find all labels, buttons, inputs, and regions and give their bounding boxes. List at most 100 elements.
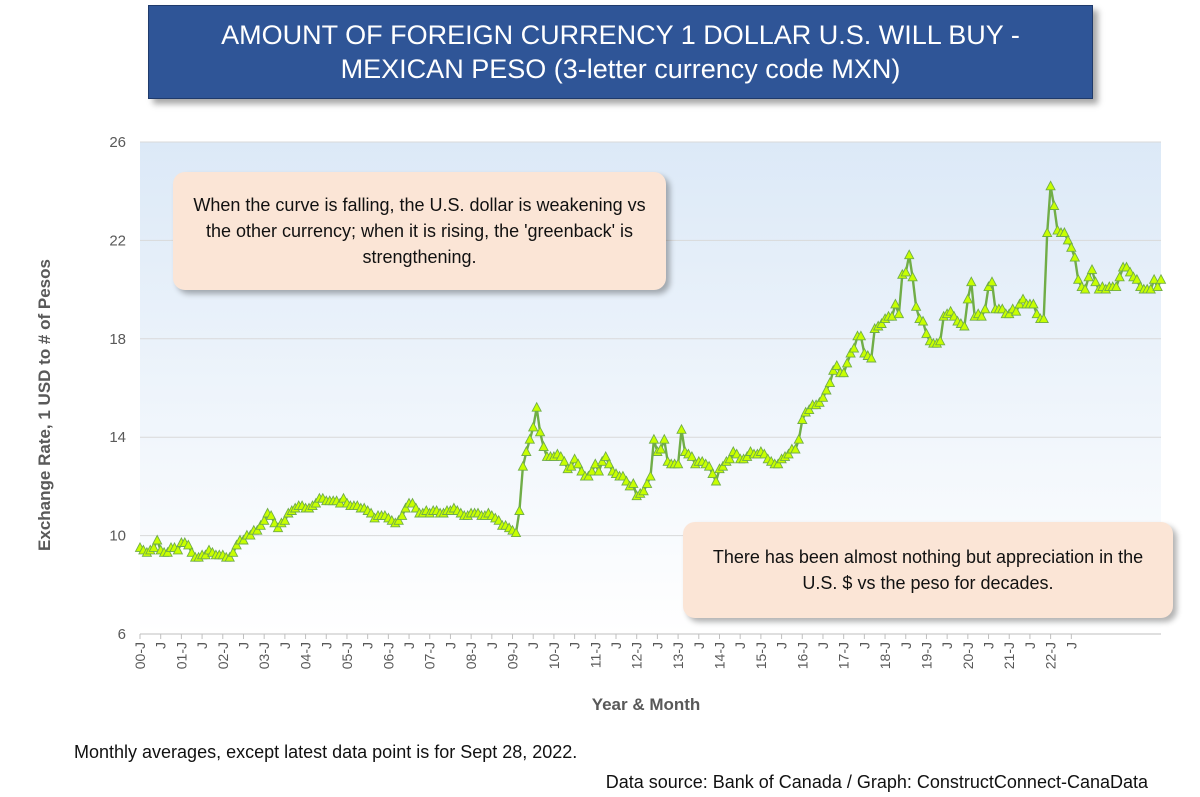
y-tick-label: 22	[109, 232, 126, 249]
x-tick-label: 12-J	[629, 642, 645, 669]
x-tick-label: J	[401, 642, 417, 649]
data-point	[1155, 273, 1167, 284]
data-point	[534, 426, 546, 437]
data-point	[493, 514, 504, 525]
data-point	[224, 551, 235, 562]
data-point	[966, 276, 977, 287]
data-point	[962, 293, 974, 304]
x-tick-label: J	[1063, 642, 1079, 649]
x-tick-label: J	[484, 642, 500, 649]
x-tick-label: 19-J	[918, 642, 934, 669]
data-point	[790, 443, 801, 454]
x-tick-label: J	[567, 642, 583, 649]
x-tick-label: J	[815, 642, 831, 649]
y-tick-label: 14	[109, 429, 126, 446]
data-point	[183, 539, 194, 550]
data-point	[672, 458, 684, 469]
x-tick-label: 14-J	[711, 642, 727, 669]
x-axis-ticks: 00-J J 01-J J 02-J J 03-J J 04-J J 05-J J 06-J J 07-J J…	[132, 634, 1079, 669]
x-tick-label: 15-J	[753, 642, 769, 669]
data-point	[641, 477, 653, 488]
data-point	[1048, 200, 1060, 210]
data-point	[1028, 298, 1039, 309]
annotation-appreciation: There has been almost nothing but apprec…	[683, 522, 1173, 618]
data-point	[710, 475, 722, 486]
annotation-falling-rising-text: When the curve is falling, the U.S. doll…	[193, 195, 646, 267]
x-tick-label: 00-J	[132, 642, 148, 669]
data-point	[1038, 313, 1049, 324]
y-tick-label: 18	[109, 331, 126, 348]
data-point	[838, 367, 849, 378]
data-point	[410, 502, 422, 513]
data-point	[1152, 281, 1163, 292]
data-point	[638, 485, 649, 496]
data-point	[831, 359, 843, 370]
data-point	[910, 300, 922, 311]
data-point	[986, 276, 998, 287]
data-point	[628, 477, 639, 488]
data-point	[162, 546, 173, 557]
data-point	[793, 433, 805, 444]
data-point	[1079, 283, 1091, 294]
data-point	[238, 534, 249, 545]
data-point	[907, 271, 918, 282]
data-point	[659, 433, 670, 444]
data-point	[334, 497, 346, 508]
data-point	[1062, 234, 1074, 245]
data-point	[676, 423, 687, 434]
x-axis-label: Year & Month	[592, 695, 701, 714]
data-point	[934, 335, 946, 346]
data-point	[655, 443, 667, 454]
data-point	[1045, 180, 1056, 191]
data-point	[724, 453, 736, 464]
data-point	[817, 391, 829, 402]
x-tick-label: J	[981, 642, 997, 649]
data-point	[783, 448, 794, 459]
data-point	[772, 458, 784, 469]
data-point	[148, 541, 160, 552]
data-point	[559, 455, 570, 466]
y-axis-ticks: 6 10 14 18 22 26	[109, 134, 126, 643]
x-tick-label: J	[194, 642, 210, 649]
y-tick-label: 26	[109, 134, 126, 151]
data-point	[576, 465, 587, 476]
data-point	[707, 468, 718, 479]
data-point	[603, 458, 615, 469]
data-point	[524, 433, 536, 444]
data-point	[1010, 305, 1022, 316]
chart-title: AMOUNT OF FOREIGN CURRENCY 1 DOLLAR U.S.…	[148, 5, 1093, 99]
x-tick-label: J	[235, 642, 251, 649]
x-tick-label: 07-J	[422, 642, 438, 669]
annotation-appreciation-text: There has been almost nothing but apprec…	[712, 547, 1144, 593]
data-point	[703, 460, 715, 471]
y-axis-label: Exchange Rate, 1 USD to # of Pesos	[35, 259, 54, 551]
x-tick-label: 10-J	[546, 642, 562, 669]
x-tick-label: 09-J	[505, 642, 521, 669]
data-point	[1069, 251, 1081, 262]
data-point	[866, 352, 877, 363]
y-tick-label: 6	[118, 626, 126, 643]
data-point	[514, 505, 525, 515]
data-point	[959, 320, 970, 331]
x-tick-label: 20-J	[960, 642, 976, 669]
x-tick-label: J	[608, 642, 624, 649]
data-point	[265, 509, 277, 520]
data-point	[1014, 298, 1025, 309]
data-point	[828, 364, 839, 375]
data-point	[890, 298, 901, 309]
data-point	[593, 465, 605, 476]
annotation-falling-rising: When the curve is falling, the U.S. doll…	[173, 172, 666, 290]
data-point	[803, 404, 815, 415]
data-point	[1114, 271, 1125, 282]
x-tick-label: 06-J	[380, 642, 396, 669]
data-point	[583, 470, 594, 481]
data-point	[1066, 241, 1077, 252]
x-tick-label: J	[732, 642, 748, 649]
x-tick-label: 11-J	[587, 642, 603, 668]
data-point	[272, 522, 284, 533]
data-point	[596, 455, 608, 466]
data-point	[848, 342, 860, 353]
data-point	[1083, 271, 1094, 282]
data-point	[979, 303, 991, 314]
data-point	[600, 450, 611, 461]
